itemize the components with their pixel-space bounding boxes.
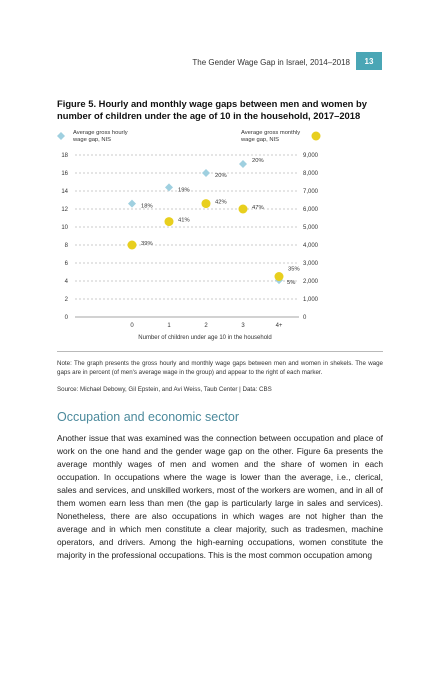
x-tick-label: 0 bbox=[130, 323, 134, 329]
page-number-badge: 13 bbox=[356, 52, 382, 70]
left-tick-label: 0 bbox=[65, 315, 69, 321]
monthly-gap-label: 41% bbox=[178, 218, 190, 224]
left-tick-label: 8 bbox=[65, 243, 69, 249]
right-axis-title-line2: wage gap, NIS bbox=[240, 137, 279, 143]
left-tick-label: 10 bbox=[61, 225, 68, 231]
x-tick-label: 3 bbox=[241, 323, 245, 329]
right-tick-label: 2,000 bbox=[303, 279, 319, 285]
x-tick-label: 2 bbox=[204, 323, 208, 329]
left-tick-label: 18 bbox=[61, 153, 68, 159]
legend-diamond-marker bbox=[57, 132, 65, 140]
right-tick-label: 9,000 bbox=[303, 153, 319, 159]
hourly-gap-point bbox=[128, 199, 136, 208]
x-axis-title: Number of children under age 10 in the h… bbox=[138, 335, 271, 341]
right-tick-label: 6,000 bbox=[303, 207, 319, 213]
running-header: The Gender Wage Gap in Israel, 2014–2018 bbox=[192, 58, 350, 67]
right-tick-label: 8,000 bbox=[303, 171, 319, 177]
legend-circle-marker bbox=[311, 131, 321, 141]
monthly-gap-label: 39% bbox=[141, 241, 153, 247]
hourly-gap-label: 5% bbox=[287, 280, 295, 286]
monthly-gap-point bbox=[274, 272, 284, 281]
right-tick-label: 7,000 bbox=[303, 189, 319, 195]
left-tick-label: 14 bbox=[61, 189, 68, 195]
hourly-gap-point bbox=[202, 169, 210, 177]
monthly-gap-point bbox=[164, 217, 174, 227]
right-axis-title-line1: Average gross monthly bbox=[241, 130, 300, 136]
monthly-gap-label: 42% bbox=[215, 200, 227, 206]
x-tick-label: 4+ bbox=[276, 323, 283, 329]
right-tick-label: 0 bbox=[303, 315, 307, 321]
section-heading: Occupation and economic sector bbox=[57, 410, 240, 424]
right-tick-label: 4,000 bbox=[303, 243, 319, 249]
section-body: Another issue that was examined was the … bbox=[57, 433, 383, 560]
hourly-gap-label: 19% bbox=[178, 187, 190, 193]
left-tick-label: 12 bbox=[61, 207, 68, 213]
right-tick-label: 3,000 bbox=[303, 261, 319, 267]
monthly-gap-point bbox=[201, 199, 211, 209]
right-tick-label: 5,000 bbox=[303, 225, 319, 231]
left-axis-title-line2: wage gap, NIS bbox=[72, 137, 111, 143]
divider-line bbox=[57, 351, 383, 352]
monthly-gap-label: 47% bbox=[252, 205, 264, 211]
hourly-gap-point bbox=[165, 183, 173, 192]
left-tick-label: 6 bbox=[65, 261, 69, 267]
x-tick-label: 1 bbox=[167, 323, 171, 329]
hourly-gap-point bbox=[239, 160, 247, 168]
left-tick-label: 16 bbox=[61, 171, 68, 177]
left-axis-title-line1: Average gross hourly bbox=[73, 130, 128, 136]
figure-note: Note: The graph presents the gross hourl… bbox=[57, 360, 383, 376]
left-tick-label: 4 bbox=[65, 279, 69, 285]
left-tick-label: 2 bbox=[65, 297, 69, 303]
hourly-gap-label: 20% bbox=[215, 173, 227, 179]
hourly-gap-label: 20% bbox=[252, 158, 264, 164]
figure-title: Figure 5. Hourly and monthly wage gaps b… bbox=[57, 98, 367, 121]
figure-source: Source: Michael Debowy, Gil Epstein, and… bbox=[57, 386, 272, 393]
hourly-gap-label: 18% bbox=[141, 204, 153, 210]
monthly-gap-point bbox=[127, 240, 137, 250]
monthly-gap-label: 35% bbox=[288, 267, 300, 273]
monthly-gap-point bbox=[238, 204, 248, 214]
right-tick-label: 1,000 bbox=[303, 297, 319, 303]
